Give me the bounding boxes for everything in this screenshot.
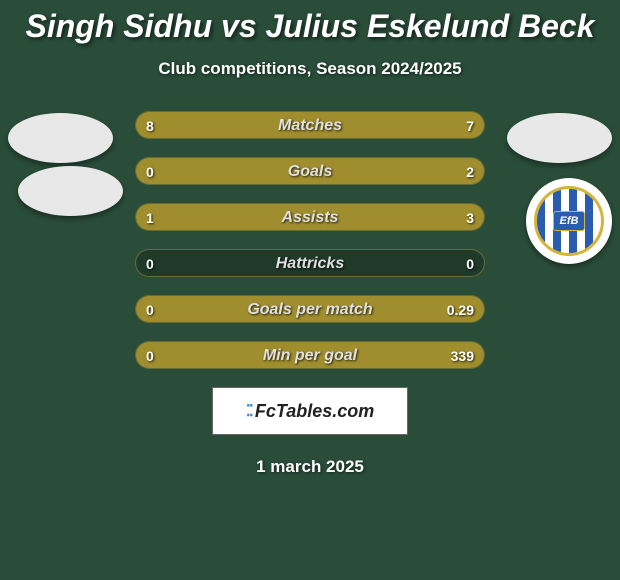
fctables-icon: ⁚⁚ [246, 401, 252, 421]
player-left-avatar [8, 113, 113, 163]
efb-label: EfB [553, 211, 586, 231]
comparison-title: Singh Sidhu vs Julius Eskelund Beck [0, 0, 620, 45]
stat-bar: 00Hattricks [135, 249, 485, 277]
stat-bar: 87Matches [135, 111, 485, 139]
club-right-badge: EfB [526, 178, 612, 264]
stat-bar: 02Goals [135, 157, 485, 185]
efb-icon: EfB [534, 186, 604, 256]
bar-label: Goals [136, 158, 484, 184]
stat-bar: 0339Min per goal [135, 341, 485, 369]
fctables-badge: ⁚⁚ FcTables.com [212, 387, 408, 435]
fctables-label: FcTables.com [255, 401, 374, 422]
bar-label: Hattricks [136, 250, 484, 276]
bar-label: Assists [136, 204, 484, 230]
stat-bar: 13Assists [135, 203, 485, 231]
bar-label: Min per goal [136, 342, 484, 368]
bar-label: Goals per match [136, 296, 484, 322]
stats-bars: 87Matches 02Goals 13Assists 00Hattricks 00.2… [135, 111, 485, 369]
player-right-avatar [507, 113, 612, 163]
bar-label: Matches [136, 112, 484, 138]
club-left-badge [18, 166, 123, 216]
date-label: 1 march 2025 [0, 457, 620, 477]
stat-bar: 00.29Goals per match [135, 295, 485, 323]
comparison-subtitle: Club competitions, Season 2024/2025 [0, 59, 620, 79]
